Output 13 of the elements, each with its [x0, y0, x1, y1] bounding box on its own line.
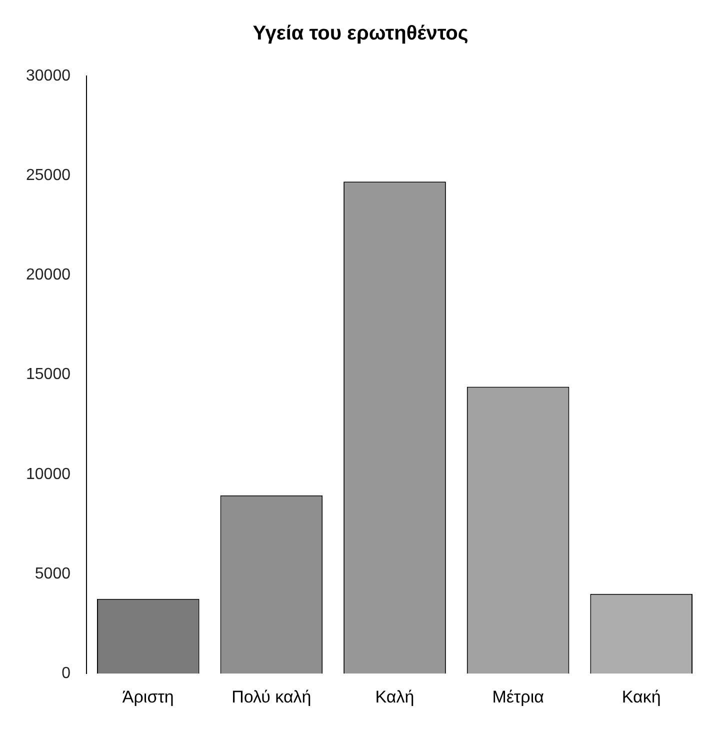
- y-tick-label: 30000: [26, 67, 71, 84]
- x-tick-label: Κακή: [622, 687, 661, 706]
- y-tick-label: 20000: [26, 266, 71, 284]
- x-tick-label: Καλή: [375, 687, 414, 706]
- y-tick-label: 0: [62, 665, 71, 682]
- x-tick-label: Πολύ καλή: [232, 687, 312, 706]
- y-tick-label: 5000: [34, 565, 71, 582]
- chart-title: Υγεία του ερωτηθέντος: [252, 22, 468, 45]
- x-tick-label: Άριστη: [122, 687, 174, 706]
- y-tick-label: 10000: [26, 466, 71, 483]
- y-tick-label: 15000: [26, 366, 71, 384]
- y-tick-label: 25000: [26, 167, 71, 184]
- x-tick-label: Μέτρια: [492, 687, 544, 706]
